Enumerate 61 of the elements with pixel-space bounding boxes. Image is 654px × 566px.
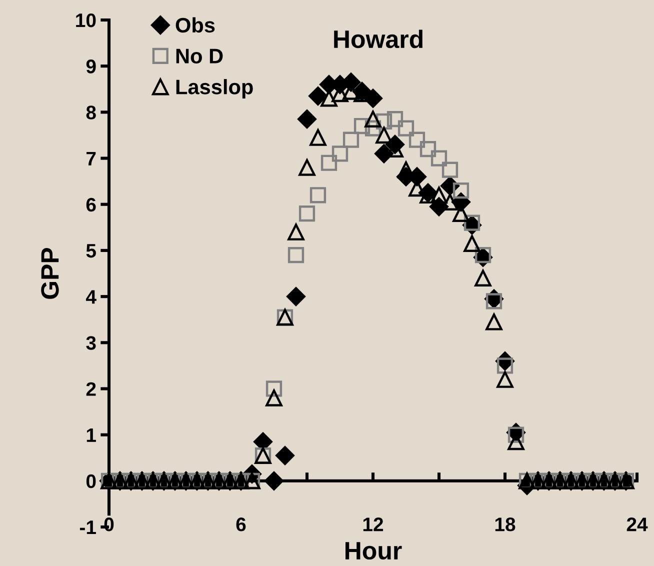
point [364,120,382,136]
point [486,293,502,310]
point [286,287,306,306]
point [354,118,370,134]
point [420,141,436,158]
point [408,132,426,148]
x-tick-label: 12 [363,518,384,532]
point [254,432,272,452]
y-tick-label: 5 [86,244,96,258]
point [288,224,304,240]
point [474,270,492,287]
y-axis-title: GPP [41,248,59,299]
point [376,113,392,130]
y-tick-label: 7 [86,152,96,166]
point [310,129,326,146]
legend-label: Lasslop [176,79,253,98]
point [508,426,524,443]
legend-label: No D [176,48,223,64]
y-tick-label: 8 [86,106,96,120]
point [496,358,514,374]
point [298,110,316,129]
x-tick-label: 24 [626,518,648,532]
x-tick-label: 6 [236,518,246,532]
point [386,111,404,128]
point [308,86,328,106]
point [266,380,282,397]
point [464,214,480,231]
legend-label: Obs [176,17,215,33]
point [298,206,316,222]
point [364,110,382,128]
point [342,132,360,148]
point [266,390,282,406]
x-axis-title: Hour [346,542,402,560]
point [398,120,414,136]
point [442,162,458,178]
point [376,126,392,144]
point [496,371,514,388]
y-tick-label: 4 [86,290,96,304]
point [474,247,492,264]
y-tick-label: 10 [76,13,96,28]
point [430,186,448,204]
y-tick-label: 3 [86,336,96,350]
point [264,471,284,490]
x-tick-label: 18 [495,518,516,532]
point [288,247,304,264]
y-tick-label: 0 [86,474,96,488]
y-tick-label: -1 [80,520,96,534]
point [310,187,326,204]
y-tick-label: 2 [86,382,96,396]
point [430,150,448,166]
point [464,235,480,252]
point [452,182,470,199]
point [332,146,348,162]
chart-title: Howard [334,30,422,48]
point [276,446,294,466]
point [298,159,316,176]
point [486,313,502,330]
y-tick-label: 9 [86,60,96,74]
point [320,154,338,171]
y-tick-label: 6 [86,198,96,212]
y-tick-label: 1 [86,428,96,442]
